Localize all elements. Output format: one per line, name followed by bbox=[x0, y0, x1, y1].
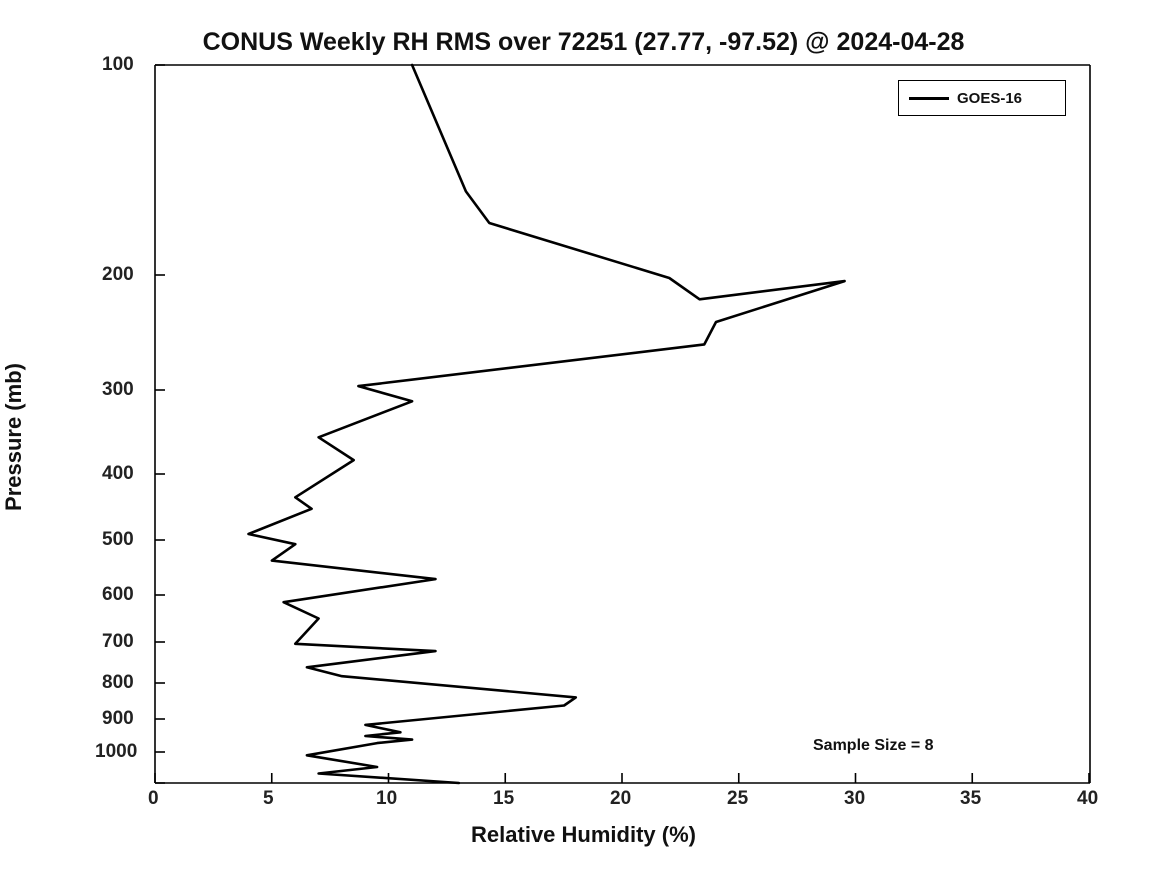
sample-size-label: Sample Size = 8 bbox=[813, 737, 934, 755]
y-tick-3: 400 bbox=[102, 463, 134, 485]
y-tick-6: 700 bbox=[102, 631, 134, 653]
y-tick-7: 800 bbox=[102, 672, 134, 694]
plot-border bbox=[155, 65, 1090, 783]
x-tick-5: 25 bbox=[727, 788, 748, 810]
legend-series-label: GOES-16 bbox=[957, 90, 1022, 107]
x-tick-2: 10 bbox=[376, 788, 397, 810]
x-tick-8: 40 bbox=[1077, 788, 1098, 810]
y-tick-8: 900 bbox=[102, 708, 134, 730]
x-tick-7: 35 bbox=[960, 788, 981, 810]
legend-line-swatch bbox=[909, 97, 949, 100]
x-tick-1: 5 bbox=[263, 788, 274, 810]
x-axis-ticks bbox=[155, 773, 1089, 783]
x-tick-4: 20 bbox=[610, 788, 631, 810]
y-tick-2: 300 bbox=[102, 379, 134, 401]
x-axis-label: Relative Humidity (%) bbox=[0, 822, 1167, 848]
y-tick-0: 100 bbox=[102, 54, 134, 76]
x-tick-3: 15 bbox=[493, 788, 514, 810]
y-tick-5: 600 bbox=[102, 584, 134, 606]
y-axis-ticks bbox=[155, 65, 165, 783]
y-tick-4: 500 bbox=[102, 529, 134, 551]
goes16-line bbox=[249, 65, 845, 783]
x-tick-6: 30 bbox=[844, 788, 865, 810]
y-tick-9: 1000 bbox=[95, 741, 137, 763]
chart-svg bbox=[0, 0, 1167, 875]
x-tick-0: 0 bbox=[148, 788, 159, 810]
y-tick-1: 200 bbox=[102, 264, 134, 286]
y-axis-label: Pressure (mb) bbox=[1, 363, 27, 511]
legend-box: GOES-16 bbox=[898, 80, 1066, 116]
rh-rms-chart: CONUS Weekly RH RMS over 72251 (27.77, -… bbox=[0, 0, 1167, 875]
